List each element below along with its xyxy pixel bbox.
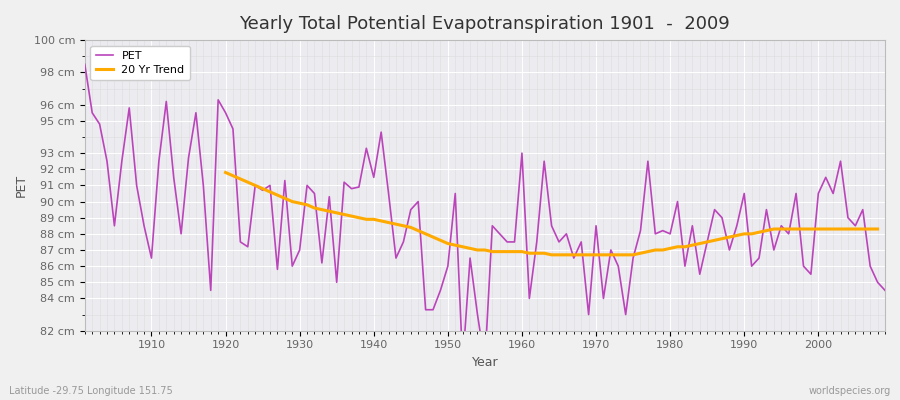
PET (524, 296, 535, 301)
20 Yr Trend (561, 252, 572, 257)
X-axis label: Year: Year (472, 356, 499, 369)
20 Yr Trend (302, 202, 312, 207)
PET (79, 62, 90, 67)
PET (517, 151, 527, 156)
Line: 20 Yr Trend: 20 Yr Trend (226, 172, 878, 255)
20 Yr Trend (287, 199, 298, 204)
20 Yr Trend (220, 170, 231, 175)
PET (879, 288, 890, 293)
Text: worldspecies.org: worldspecies.org (809, 386, 891, 396)
Line: PET: PET (85, 64, 885, 363)
PET (139, 223, 149, 228)
PET (302, 183, 312, 188)
PET (457, 361, 468, 366)
Legend: PET, 20 Yr Trend: PET, 20 Yr Trend (90, 46, 190, 80)
20 Yr Trend (806, 227, 816, 232)
20 Yr Trend (354, 215, 364, 220)
20 Yr Trend (472, 248, 483, 252)
20 Yr Trend (872, 227, 883, 232)
Y-axis label: PET: PET (15, 174, 28, 197)
20 Yr Trend (546, 252, 557, 257)
Title: Yearly Total Potential Evapotranspiration 1901  -  2009: Yearly Total Potential Evapotranspiratio… (239, 15, 730, 33)
PET (613, 264, 624, 268)
Text: Latitude -29.75 Longitude 151.75: Latitude -29.75 Longitude 151.75 (9, 386, 173, 396)
PET (346, 186, 357, 191)
